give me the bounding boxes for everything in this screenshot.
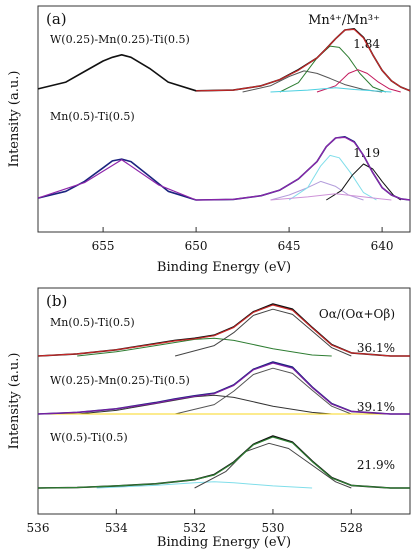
panel-b-sample-1-ratio: 36.1% [357,341,395,355]
panel-a-plot-area [37,27,411,201]
panel-a-x-tick-label: 645 [278,239,301,253]
panel-b-x-tick-label: 528 [340,521,363,535]
panel-a-sample-2-label: Mn(0.5)-Ti(0.5) [50,110,135,123]
panel-a-label: (a) [46,10,67,28]
panel-b-sample-1-component-1 [77,337,332,357]
panel-b-x-tick-label: 532 [183,521,206,535]
panel-b-sample-1-label: Mn(0.5)-Ti(0.5) [50,316,135,329]
panel-b-sample-3-component-1 [96,481,313,489]
panel-a-sample-2-fit [37,136,411,201]
panel-b: (b) Oα/(Oα+Oβ) Mn(0.5)-Ti(0.5) 36.1% W(0… [7,287,411,550]
panel-b-sample-2-component-2 [174,367,352,415]
panel-b-sample-3-label: W(0.5)-Ti(0.5) [50,431,128,444]
panel-b-sample-2-ratio: 39.1% [357,400,395,414]
panel-b-sample-3-component-2 [194,442,352,489]
panel-b-label: (b) [46,292,67,310]
panel-a-x-axis-label: Binding Energy (eV) [157,260,291,275]
panel-a: (a) Mn⁴⁺/Mn³⁺ W(0.25)-Mn(0.25)-Ti(0.5) 1… [7,5,411,275]
panel-b-sample-2-label: W(0.25)-Mn(0.25)-Ti(0.5) [50,374,190,387]
panel-a-x-tick-label: 655 [92,239,115,253]
panel-a-sample-1-fit [196,28,411,92]
panel-a-sample-1-component-2 [279,45,386,93]
panel-a-x-tick-label: 650 [185,239,208,253]
panel-a-sample-1-label: W(0.25)-Mn(0.25)-Ti(0.5) [50,33,190,46]
panel-a-x-axis: 655 650 645 640 [92,227,394,253]
panel-b-sample-1-fit [37,304,410,357]
panel-b-sample-2-fit [37,362,410,415]
panel-b-sample-1-component-2 [174,308,352,357]
panel-a-sample-2-ratio: 1.19 [353,146,380,160]
panel-b-x-tick-label: 536 [27,521,50,535]
panel-a-sample-2-component-3 [326,163,401,201]
panel-b-ratio-label: Oα/(Oα+Oβ) [319,307,395,321]
panel-a-sample-2-component-4 [270,193,392,201]
panel-b-sample-3-fit [37,436,410,489]
panel-b-sample-2-raw [37,361,410,415]
panel-a-sample-1-component-4 [270,87,392,93]
panel-b-plot-area [37,303,410,489]
panel-b-x-tick-label: 530 [261,521,284,535]
panel-b-y-axis-label: Intensity (a.u.) [7,353,22,450]
panel-b-sample-3-ratio: 21.9% [357,458,395,472]
panel-b-sample-2-component-1 [77,394,332,415]
panel-a-sample-2-component-1 [270,180,364,201]
panel-a-frame [37,5,411,233]
panel-b-x-tick-label: 534 [105,521,128,535]
panel-a-ratio-label: Mn⁴⁺/Mn³⁺ [308,13,380,28]
panel-a-y-axis-label: Intensity (a.u.) [7,71,22,168]
panel-b-x-axis-label: Binding Energy (eV) [157,535,291,550]
panel-b-frame [37,287,411,515]
panel-a-sample-1-component-1 [242,70,383,93]
panel-a-x-tick-label: 640 [371,239,394,253]
panel-a-sample-2-component-2 [288,154,377,201]
panel-b-x-axis: 536 534 532 530 528 [27,509,363,535]
panel-a-sample-1-component-3 [316,69,401,93]
